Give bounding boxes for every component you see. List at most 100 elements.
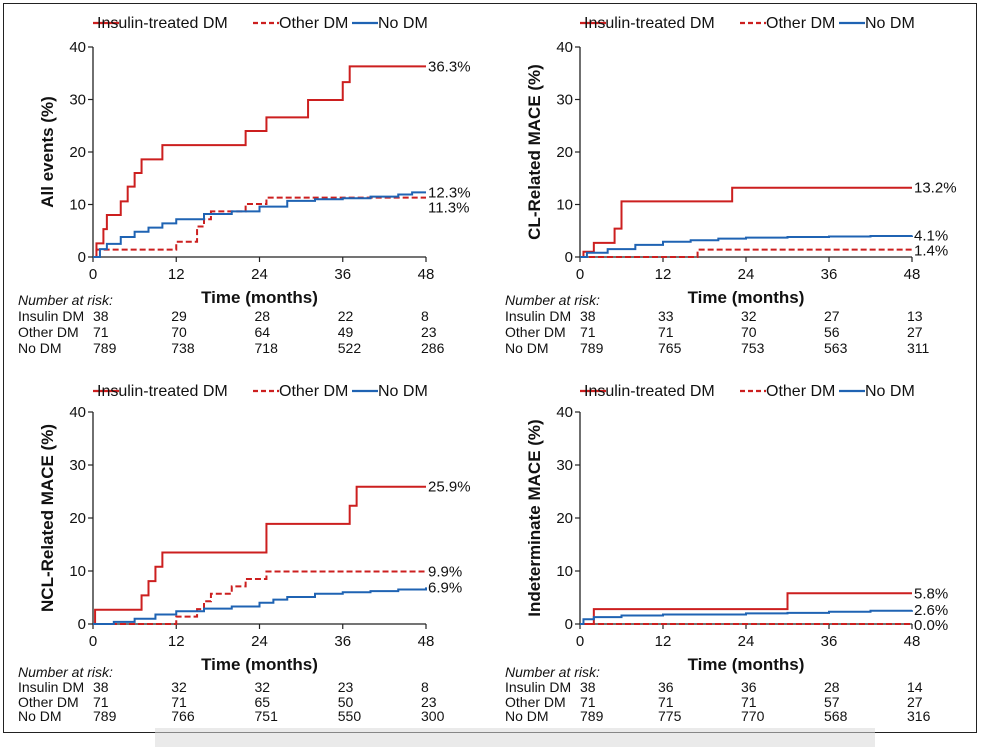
risk-cell: 286 xyxy=(421,340,445,356)
risk-cell: 70 xyxy=(741,324,757,340)
y-axis-label: Indeterminate MACE (%) xyxy=(525,419,544,616)
risk-row-label: No DM xyxy=(505,340,549,356)
risk-cell: 27 xyxy=(907,694,923,710)
risk-cell: 311 xyxy=(907,340,930,356)
risk-cell: 14 xyxy=(907,679,923,695)
end-value-label: 25.9% xyxy=(428,479,471,496)
risk-cell: 550 xyxy=(338,708,362,724)
y-tick-label: 40 xyxy=(69,39,86,56)
risk-cell: 718 xyxy=(255,340,279,356)
y-tick-label: 40 xyxy=(69,404,86,421)
risk-cell: 775 xyxy=(658,708,682,724)
risk-cell: 27 xyxy=(824,308,840,324)
risk-cell: 27 xyxy=(907,324,923,340)
series-line-other-dm xyxy=(93,570,426,625)
risk-table: Number at risk:Insulin DM 38 32 32 23 8Other … xyxy=(18,664,445,724)
series-line-insulin-treated-dm xyxy=(580,186,912,258)
risk-cell: 32 xyxy=(171,679,187,695)
risk-table-title: Number at risk: xyxy=(505,292,600,308)
x-tick-label: 48 xyxy=(904,633,921,650)
x-tick-label: 24 xyxy=(251,633,268,650)
risk-row-label: Insulin DM xyxy=(18,308,84,324)
risk-cell: 789 xyxy=(93,708,117,724)
y-tick-label: 0 xyxy=(78,249,86,266)
x-tick-label: 36 xyxy=(821,633,838,650)
x-tick-label: 48 xyxy=(418,266,435,283)
y-tick-label: 10 xyxy=(556,563,573,580)
end-value-label: 5.8% xyxy=(914,585,948,602)
risk-cell: 753 xyxy=(741,340,765,356)
risk-cell: 789 xyxy=(93,340,117,356)
risk-cell: 316 xyxy=(907,708,931,724)
end-value-label: 36.3% xyxy=(428,58,471,75)
risk-cell: 50 xyxy=(338,694,354,710)
risk-cell: 57 xyxy=(824,694,840,710)
x-tick-label: 12 xyxy=(168,633,185,650)
risk-table: Number at risk:Insulin DM 38 36 36 28 14 Other… xyxy=(505,664,931,724)
series-line-no-dm xyxy=(93,587,427,625)
x-tick-label: 0 xyxy=(89,266,97,283)
legend-label-3: No DM xyxy=(865,15,915,32)
y-axis-label: All events (%) xyxy=(38,96,57,207)
x-tick-label: 0 xyxy=(89,633,97,650)
legend-label-2: Other DM xyxy=(279,15,348,32)
legend: Insulin-treated DM Other DM No DM xyxy=(93,15,428,32)
y-axis-label: CL-Related MACE (%) xyxy=(525,64,544,240)
legend-label-1: Insulin-treated DM xyxy=(584,383,715,400)
y-tick-label: 20 xyxy=(556,510,573,527)
risk-row-label: No DM xyxy=(505,708,549,724)
legend-label-3: No DM xyxy=(378,15,428,32)
x-tick-label: 48 xyxy=(418,633,435,650)
y-tick-label: 20 xyxy=(69,144,86,161)
y-tick-label: 20 xyxy=(69,510,86,527)
end-value-label: 4.1% xyxy=(914,227,948,244)
risk-row-label: Insulin DM xyxy=(18,679,84,695)
x-axis-label: Time (months) xyxy=(688,288,805,307)
risk-cell: 32 xyxy=(255,679,271,695)
legend-label-3: No DM xyxy=(378,383,428,400)
risk-table-title: Number at risk: xyxy=(18,664,113,680)
risk-row-label: No DM xyxy=(18,340,62,356)
legend: Insulin-treated DM Other DM No DM xyxy=(93,383,428,400)
watermark-band xyxy=(155,728,875,747)
end-value-label: 9.9% xyxy=(428,564,462,581)
risk-cell: 300 xyxy=(421,708,445,724)
risk-cell: 789 xyxy=(580,340,604,356)
risk-row-label: Other DM xyxy=(505,694,566,710)
risk-table-title: Number at risk: xyxy=(18,292,113,308)
x-tick-label: 36 xyxy=(334,266,351,283)
risk-cell: 23 xyxy=(421,324,437,340)
x-tick-label: 12 xyxy=(168,266,185,283)
y-tick-label: 20 xyxy=(556,144,573,161)
series-line-insulin-treated-dm xyxy=(580,592,912,625)
y-tick-label: 10 xyxy=(556,197,573,214)
risk-cell: 738 xyxy=(171,340,195,356)
x-tick-label: 24 xyxy=(738,266,755,283)
risk-table: Number at risk:Insulin DM 38 33 32 27 13Other… xyxy=(505,292,930,356)
y-axis-label: NCL-Related MACE (%) xyxy=(38,424,57,612)
x-tick-label: 48 xyxy=(904,266,921,283)
legend: Insulin-treated DM Other DM No DM xyxy=(580,15,915,32)
legend: Insulin-treated DM Other DM No DM xyxy=(580,383,915,400)
end-value-label: 6.9% xyxy=(428,579,462,596)
risk-cell: 49 xyxy=(338,324,354,340)
risk-cell: 71 xyxy=(580,324,596,340)
y-tick-label: 0 xyxy=(565,249,573,266)
risk-cell: 38 xyxy=(580,308,596,324)
x-tick-label: 0 xyxy=(576,266,584,283)
risk-cell: 36 xyxy=(741,679,757,695)
series-line-other-dm xyxy=(580,248,912,258)
risk-cell: 568 xyxy=(824,708,848,724)
series-line-insulin-treated-dm xyxy=(93,485,426,625)
risk-cell: 29 xyxy=(171,308,187,324)
end-value-label: 2.6% xyxy=(914,602,948,619)
end-value-label: 11.3% xyxy=(428,199,469,216)
y-tick-label: 30 xyxy=(69,457,86,474)
risk-cell: 36 xyxy=(658,679,674,695)
risk-cell: 28 xyxy=(824,679,840,695)
risk-cell: 70 xyxy=(171,324,187,340)
y-tick-label: 30 xyxy=(556,457,573,474)
x-tick-label: 12 xyxy=(655,633,672,650)
series-line-insulin-treated-dm xyxy=(93,65,426,258)
